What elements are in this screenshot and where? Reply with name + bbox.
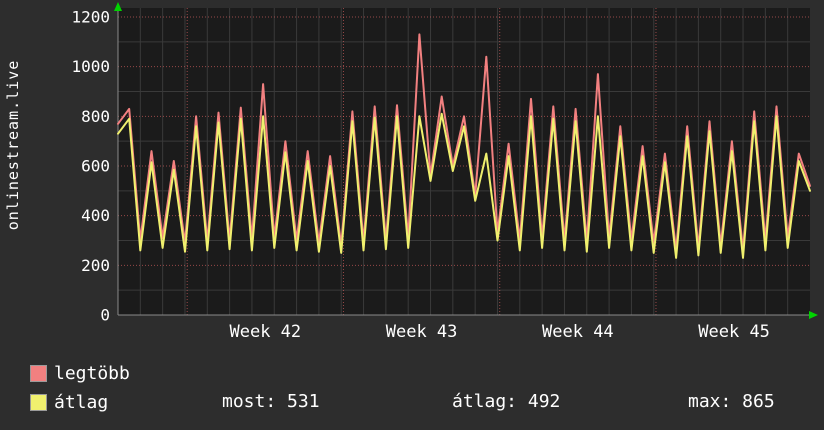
- chart-canvas: 0 200 400 600 800 1000 1200 Week 42 Week 43 Week …: [71, 2, 818, 342]
- legend-label-legtobb: legtöbb: [54, 362, 130, 384]
- legend-label-atlag: átlag: [54, 391, 109, 413]
- svg-text:Week 42: Week 42: [230, 322, 302, 342]
- svg-text:Week 45: Week 45: [698, 322, 770, 342]
- chart-footer: legtöbb átlag most: 531 átlag: 492 max: …: [0, 356, 824, 430]
- svg-text:Week 44: Week 44: [542, 322, 614, 342]
- svg-text:800: 800: [81, 107, 110, 126]
- svg-text:1000: 1000: [71, 57, 110, 76]
- legend-item-legtobb: legtöbb: [30, 362, 130, 384]
- svg-text:Week 43: Week 43: [386, 322, 458, 342]
- svg-text:200: 200: [81, 256, 110, 275]
- stat-max: max: 865: [688, 391, 775, 412]
- legend-item-atlag: átlag: [30, 391, 108, 413]
- svg-text:0: 0: [100, 306, 110, 325]
- stat-most: most: 531: [222, 391, 320, 412]
- svg-text:600: 600: [81, 157, 110, 176]
- legend-swatch-legtobb-icon: [30, 364, 47, 382]
- legend-swatch-atlag-icon: [30, 393, 47, 411]
- svg-text:400: 400: [81, 206, 110, 225]
- stat-atlag: átlag: 492: [452, 391, 561, 412]
- svg-text:1200: 1200: [71, 8, 110, 27]
